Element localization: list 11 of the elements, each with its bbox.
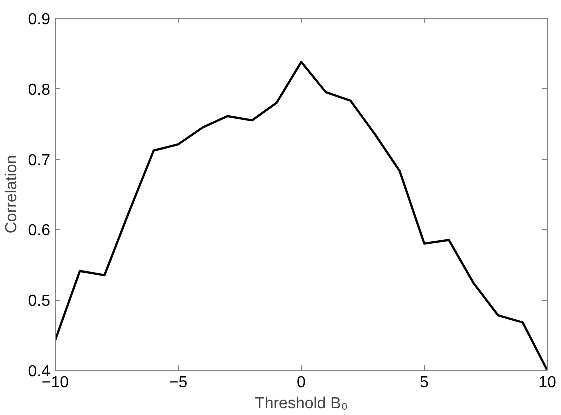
y-tick-label: 0.8 bbox=[28, 82, 51, 99]
y-tick-label: 0.5 bbox=[28, 293, 51, 310]
x-tick-label: 5 bbox=[420, 374, 430, 392]
y-tick-label: 0.6 bbox=[28, 222, 51, 240]
x-axis-title: Threshold B₀ bbox=[255, 396, 348, 412]
y-tick-label: 0.9 bbox=[28, 12, 51, 28]
y-tick-label: 0.7 bbox=[28, 152, 51, 170]
x-tick-label: 10 bbox=[538, 374, 556, 392]
x-tick-label: 0 bbox=[297, 374, 306, 392]
y-axis-title: Correlation bbox=[3, 155, 20, 234]
x-tick-label: −5 bbox=[169, 374, 188, 392]
